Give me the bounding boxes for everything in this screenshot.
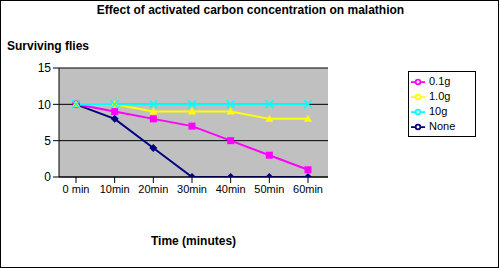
svg-text:40min: 40min [216,183,246,195]
html-text:Surviving flies: Surviving flies [7,39,89,53]
svg-text:30min: 30min [177,183,207,195]
svg-text:10: 10 [38,98,52,112]
svg-text:50min: 50min [254,183,284,195]
html-text:10g: 10g [429,105,448,118]
html-text:Effect of activated carbon con: Effect of activated carbon concentration… [96,3,405,17]
svg-text:0: 0 [44,170,51,184]
svg-text:60min: 60min [293,183,323,195]
svg-text:Time (minutes): Time (minutes) [151,234,236,248]
html-text:0.1g: 0.1g [429,75,451,87]
svg-text:20min: 20min [138,183,168,195]
svg-text:0 min: 0 min [63,183,90,195]
html-text:None: None [429,120,456,133]
html-text:1.0g: 1.0g [429,90,451,103]
svg-text:5: 5 [44,134,51,148]
svg-text:15: 15 [38,61,52,75]
svg-text:10min: 10min [100,183,130,195]
